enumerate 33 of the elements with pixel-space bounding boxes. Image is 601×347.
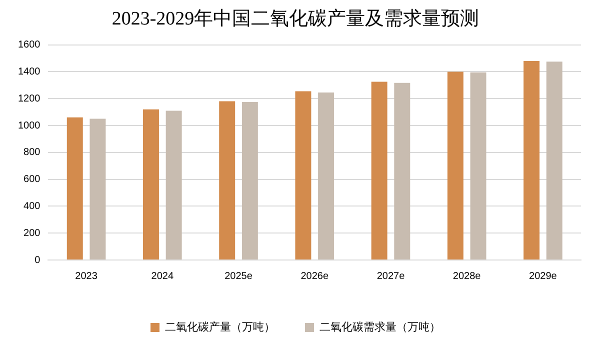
y-tick-label: 1400 [18,66,41,78]
y-tick-label: 1000 [18,120,41,132]
bar [546,62,562,260]
bar [524,60,540,260]
bar [143,109,159,260]
x-tick-label: 2025e [224,270,253,282]
y-tick-label: 0 [34,254,41,266]
y-tick-label: 200 [24,228,41,239]
x-tick-label: 2028e [452,270,482,282]
bar [166,110,182,260]
y-tick-label: 600 [24,174,41,186]
y-tick-label: 1600 [18,40,41,51]
x-tick-label: 2024 [151,270,174,282]
legend-label: 二氧化碳需求量（万吨） [320,320,440,334]
bar [66,117,83,260]
bar [219,101,236,260]
bar [470,72,486,260]
bar [394,82,410,260]
x-tick-label: 2023 [75,270,98,282]
bar [447,72,464,260]
bar [90,118,106,260]
bar [318,92,334,260]
bar [242,102,258,260]
bar [371,82,388,260]
x-tick-label: 2026e [300,270,329,282]
chart-title: 2023-2029年中国二氧化碳产量及需求量预测 [112,8,480,30]
y-tick-label: 800 [24,147,41,158]
legend-label: 二氧化碳产量（万吨） [165,320,275,334]
x-tick-label: 2029e [529,270,558,282]
x-tick-label: 2027e [376,270,406,282]
y-tick-label: 400 [24,200,41,212]
bar [295,91,312,260]
y-tick-label: 1200 [18,93,41,104]
